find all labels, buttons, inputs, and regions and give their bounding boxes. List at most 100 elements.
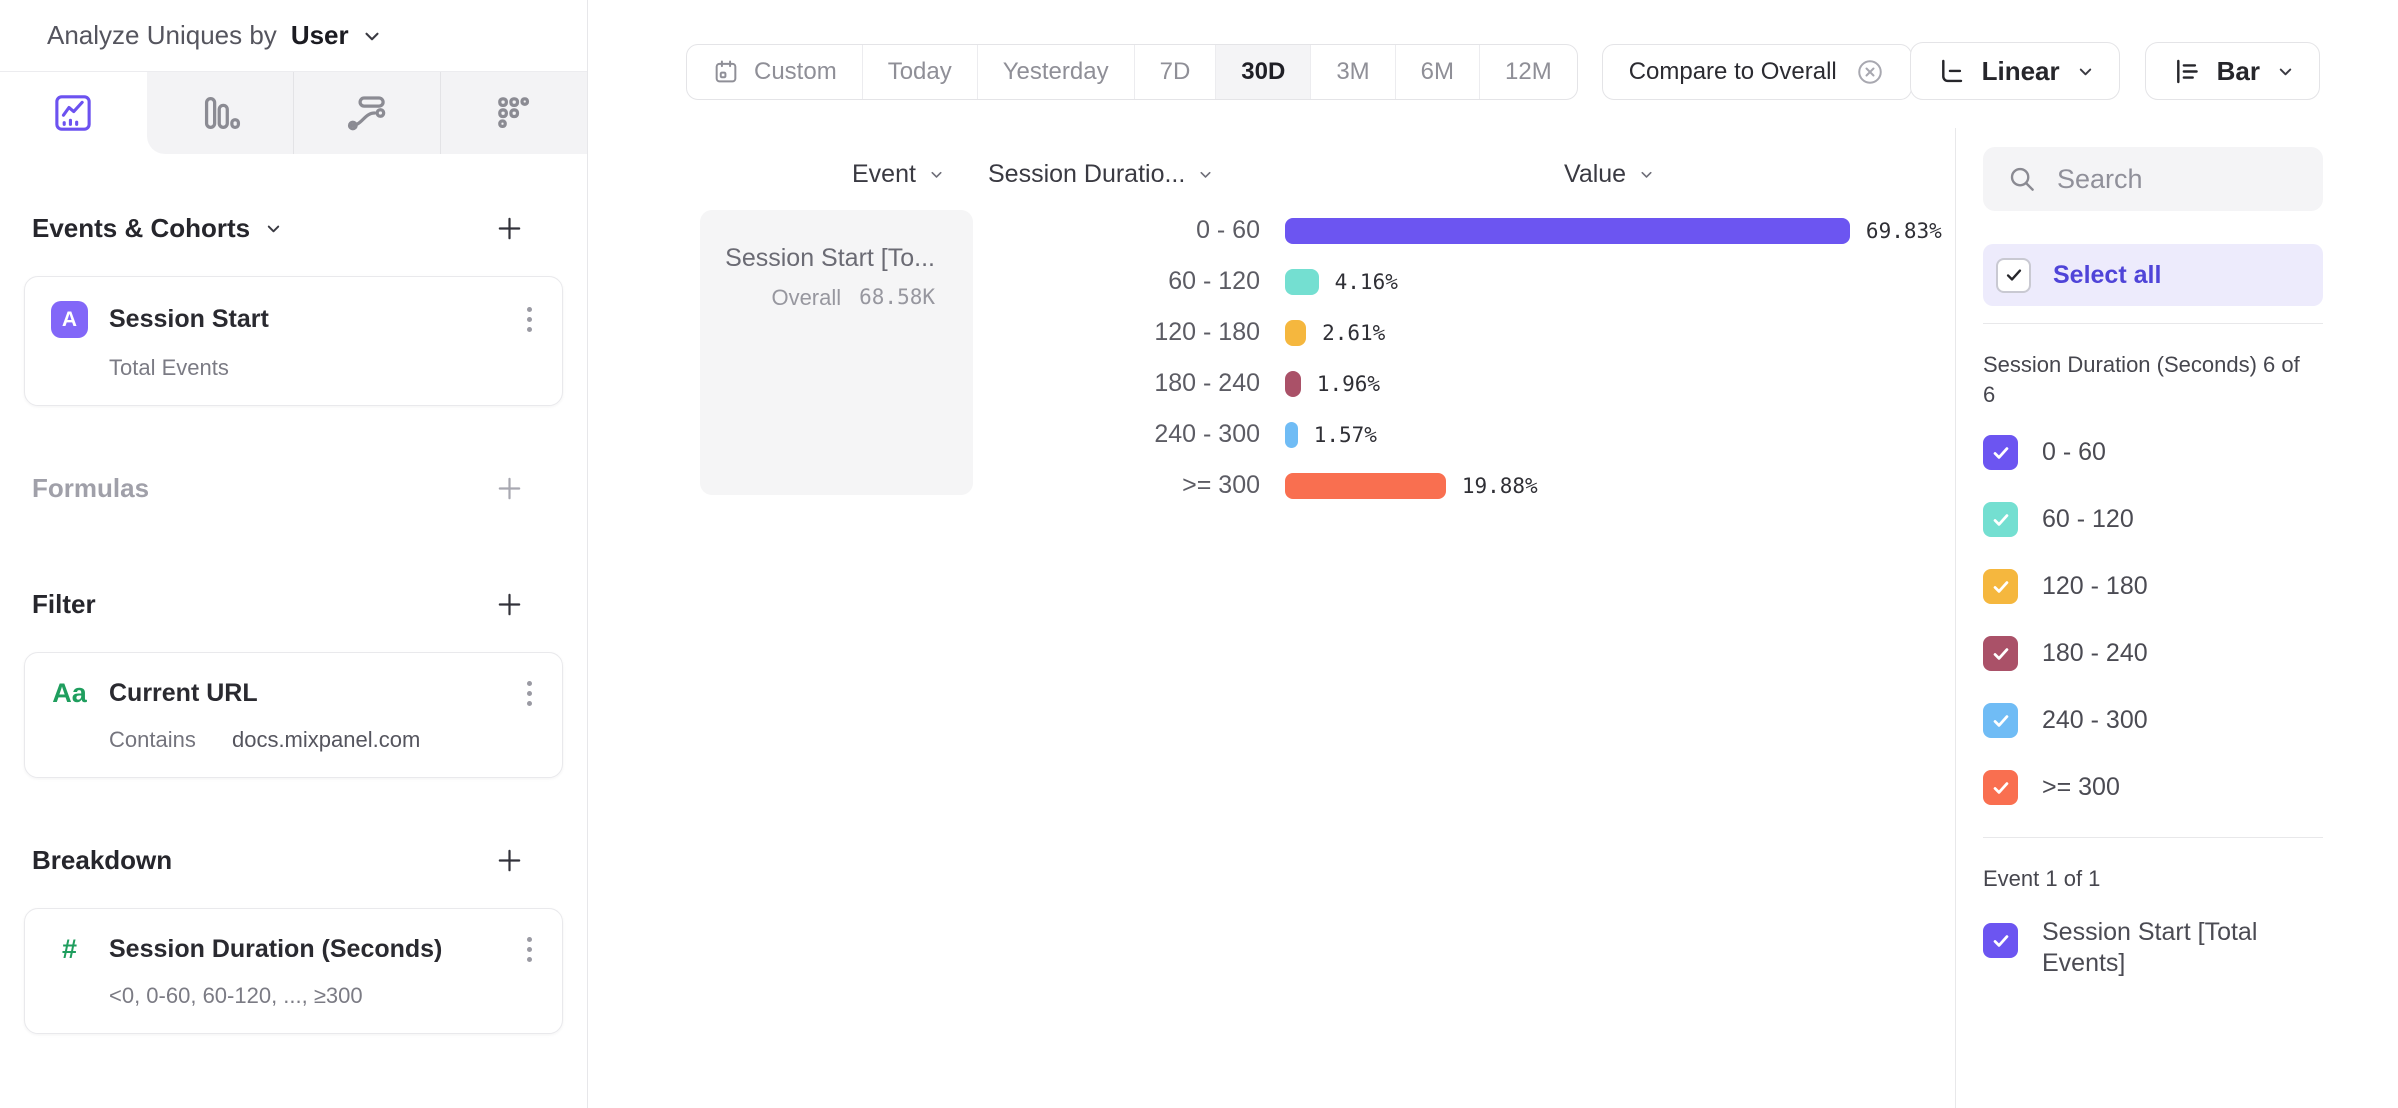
query-builder-panel: Analyze Uniques by User bbox=[0, 0, 588, 1108]
date-range-7d[interactable]: 7D bbox=[1133, 45, 1216, 99]
filter-card[interactable]: Aa Current URL Contains docs.mixpanel.co… bbox=[24, 652, 563, 778]
tab-flows[interactable] bbox=[292, 72, 440, 154]
filter-card-subtitle[interactable]: Contains docs.mixpanel.com bbox=[109, 727, 538, 753]
select-all-row[interactable]: Select all bbox=[1983, 244, 2323, 306]
report-main-panel: Custom Today Yesterday 7D 30D 3M 6M 12M Compare… bbox=[589, 0, 1955, 1108]
chevron-down-icon[interactable] bbox=[361, 25, 383, 47]
date-range-yesterday[interactable]: Yesterday bbox=[976, 45, 1134, 99]
formulas-section-header: Formulas bbox=[24, 470, 563, 506]
filter-title: Filter bbox=[32, 588, 96, 619]
event-checkbox[interactable] bbox=[1983, 923, 2018, 958]
segment-checkbox[interactable] bbox=[1983, 569, 2018, 604]
bucket-label: 180 - 240 bbox=[1154, 369, 1260, 397]
column-header-duration[interactable]: Session Duratio... bbox=[988, 160, 1214, 189]
search-icon bbox=[2007, 164, 2037, 194]
breakdown-title: Breakdown bbox=[32, 844, 173, 875]
select-all-checkbox[interactable] bbox=[1996, 257, 2031, 293]
legend-item-180-240[interactable]: 180 - 240 bbox=[1983, 636, 2398, 671]
segment-checkbox[interactable] bbox=[1983, 435, 2018, 470]
kebab-menu-icon[interactable] bbox=[521, 677, 538, 710]
add-event-button[interactable] bbox=[494, 213, 525, 244]
chart-row-180-240: 180 - 240 1.96% bbox=[589, 369, 1942, 397]
bar-value-label: 1.96% bbox=[1316, 371, 1381, 396]
date-range-label: Yesterday bbox=[1002, 58, 1109, 85]
segment-checkbox[interactable] bbox=[1983, 502, 2018, 537]
chart-type-toolbar: Linear Bar bbox=[1909, 42, 2320, 100]
event-card-title[interactable]: Session Start bbox=[109, 305, 269, 333]
date-toolbar: Custom Today Yesterday 7D 30D 3M 6M 12M Compare… bbox=[589, 44, 1912, 100]
tab-insights[interactable] bbox=[0, 72, 147, 154]
retention-icon bbox=[491, 90, 537, 136]
chart-style-dropdown-button[interactable]: Bar bbox=[2144, 42, 2320, 100]
legend-item-0-60[interactable]: 0 - 60 bbox=[1983, 435, 2398, 470]
bar-segment[interactable] bbox=[1285, 217, 1850, 244]
remove-compare-icon[interactable] bbox=[1855, 57, 1885, 87]
number-property-icon: # bbox=[61, 934, 78, 964]
column-header-value[interactable]: Value bbox=[1564, 160, 1655, 189]
bar-segment[interactable] bbox=[1285, 472, 1446, 499]
filter-value[interactable]: docs.mixpanel.com bbox=[231, 727, 421, 752]
date-range-custom[interactable]: Custom bbox=[687, 45, 862, 99]
add-filter-button[interactable] bbox=[494, 589, 525, 620]
tab-retention[interactable] bbox=[439, 72, 587, 154]
breakdown-card-subtitle[interactable]: <0, 0-60, 60-120, ..., ≥300 bbox=[109, 983, 363, 1008]
segment-checkbox[interactable] bbox=[1983, 770, 2018, 805]
breakdown-card[interactable]: # Session Duration (Seconds) <0, 0-60, 6… bbox=[24, 908, 563, 1034]
bar-segment[interactable] bbox=[1285, 268, 1319, 295]
chevron-down-icon bbox=[2276, 62, 2295, 81]
bar-segment[interactable] bbox=[1285, 319, 1307, 346]
event-card-subtitle[interactable]: Total Events bbox=[109, 355, 229, 380]
filter-operator[interactable]: Contains bbox=[109, 727, 196, 752]
legend-item-240-300[interactable]: 240 - 300 bbox=[1983, 703, 2398, 738]
breakdown-section-header: Breakdown bbox=[24, 842, 563, 878]
event-card[interactable]: A Session Start Total Events bbox=[24, 276, 563, 406]
bar-chart-icon bbox=[2170, 56, 2201, 87]
legend-event-label: Session Start [Total Events] bbox=[2042, 918, 2258, 977]
filter-card-title[interactable]: Current URL bbox=[109, 679, 258, 707]
kebab-menu-icon[interactable] bbox=[521, 933, 538, 966]
scale-dropdown-button[interactable]: Linear bbox=[1909, 42, 2120, 100]
date-range-6m[interactable]: 6M bbox=[1394, 45, 1479, 99]
events-cohorts-section-header: Events & Cohorts bbox=[24, 210, 563, 246]
calendar-icon bbox=[712, 58, 740, 86]
date-range-12m[interactable]: 12M bbox=[1479, 45, 1577, 99]
compare-to-overall-button[interactable]: Compare to Overall bbox=[1601, 44, 1912, 100]
date-range-today[interactable]: Today bbox=[861, 45, 977, 99]
chevron-down-icon bbox=[267, 225, 280, 232]
legend-item--300[interactable]: >= 300 bbox=[1983, 770, 2398, 805]
legend-search-box[interactable] bbox=[1983, 147, 2323, 211]
search-input[interactable] bbox=[2057, 163, 2299, 195]
divider bbox=[1983, 837, 2323, 838]
event-row-cell[interactable]: Session Start [To... Overall 68.58K bbox=[700, 210, 973, 495]
analyze-label: Analyze Uniques by bbox=[47, 20, 277, 50]
add-formula-button[interactable] bbox=[494, 473, 525, 504]
events-cohorts-title[interactable]: Events & Cohorts bbox=[32, 213, 283, 244]
kebab-menu-icon[interactable] bbox=[521, 303, 538, 336]
segment-legend-panel: Select all Session Duration (Seconds) 6 … bbox=[1955, 128, 2398, 1108]
filter-section-header: Filter bbox=[24, 586, 563, 622]
bucket-label: 120 - 180 bbox=[1154, 318, 1260, 346]
segment-checkbox[interactable] bbox=[1983, 703, 2018, 738]
date-range-group: Custom Today Yesterday 7D 30D 3M 6M 12M bbox=[686, 44, 1578, 100]
formulas-title: Formulas bbox=[32, 472, 150, 503]
bar-segment[interactable] bbox=[1285, 421, 1298, 448]
tab-funnels[interactable] bbox=[147, 72, 293, 154]
analyze-header: Analyze Uniques by User bbox=[0, 0, 587, 72]
legend-item-120-180[interactable]: 120 - 180 bbox=[1983, 569, 2398, 604]
analyze-by-dropdown[interactable]: User bbox=[290, 20, 349, 50]
date-range-30d[interactable]: 30D bbox=[1215, 45, 1311, 99]
bar-segment[interactable] bbox=[1285, 370, 1301, 397]
legend-event-item[interactable]: Session Start [Total Events] bbox=[1983, 917, 2398, 979]
chevron-down-icon bbox=[1638, 166, 1655, 183]
breakdown-card-title[interactable]: Session Duration (Seconds) bbox=[109, 935, 443, 963]
date-range-label: 30D bbox=[1241, 58, 1286, 85]
legend-item-60-120[interactable]: 60 - 120 bbox=[1983, 502, 2398, 537]
event-letter-badge: A bbox=[51, 301, 88, 338]
add-breakdown-button[interactable] bbox=[494, 845, 525, 876]
overall-label: Overall bbox=[771, 285, 842, 310]
legend-item-label: 180 - 240 bbox=[2042, 639, 2148, 667]
column-header-event[interactable]: Event bbox=[852, 160, 945, 189]
date-range-3m[interactable]: 3M bbox=[1310, 45, 1394, 99]
bar-value-label: 1.57% bbox=[1313, 422, 1377, 447]
segment-checkbox[interactable] bbox=[1983, 636, 2018, 671]
